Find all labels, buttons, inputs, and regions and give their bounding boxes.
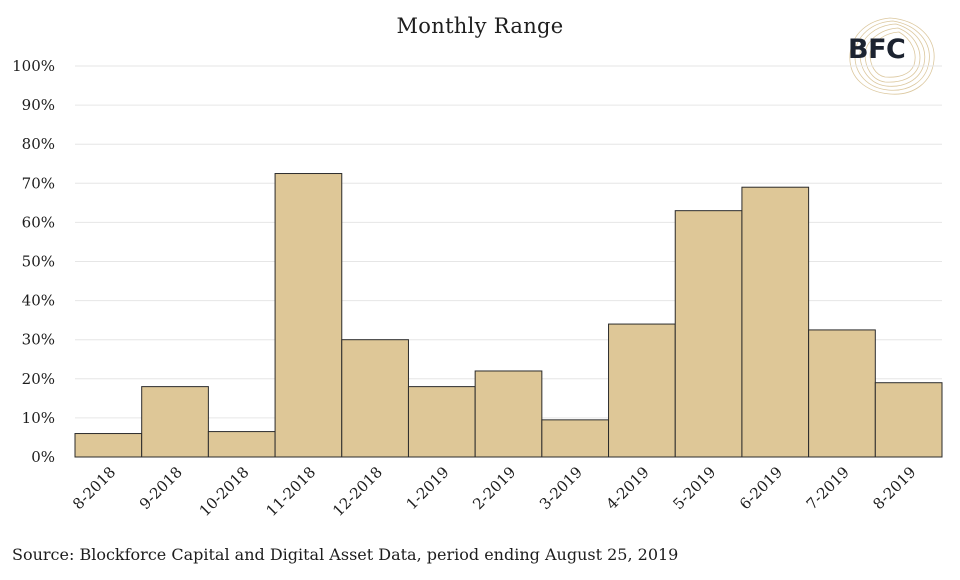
x-tick-label: 2-2019 bbox=[469, 463, 519, 513]
x-tick-label: 5-2019 bbox=[669, 463, 719, 513]
bar bbox=[341, 339, 409, 458]
chart-title: Monthly Range bbox=[396, 14, 564, 38]
bar bbox=[874, 382, 943, 458]
bar bbox=[74, 433, 143, 458]
bar bbox=[141, 386, 209, 458]
bar bbox=[207, 431, 276, 458]
bar bbox=[541, 419, 610, 458]
logo-swirl bbox=[849, 17, 935, 95]
x-tick-label: 10-2018 bbox=[196, 463, 253, 520]
y-tick-label: 10% bbox=[22, 409, 55, 427]
x-tick-label: 1-2019 bbox=[403, 463, 453, 513]
y-tick-label: 60% bbox=[22, 213, 55, 231]
y-tick-label: 20% bbox=[22, 370, 55, 388]
bar bbox=[474, 370, 543, 458]
y-tick-label: 80% bbox=[22, 135, 55, 153]
x-tick-label: 9-2018 bbox=[136, 463, 186, 513]
y-tick-label: 50% bbox=[22, 253, 55, 271]
bar bbox=[674, 210, 743, 458]
bar bbox=[407, 386, 476, 458]
y-tick-label: 70% bbox=[22, 174, 55, 192]
x-tick-label: 3-2019 bbox=[536, 463, 586, 513]
x-tick-label: 8-2019 bbox=[869, 463, 919, 513]
source-note: Source: Blockforce Capital and Digital A… bbox=[12, 545, 679, 564]
x-tick-label: 8-2018 bbox=[69, 463, 119, 513]
bar bbox=[608, 323, 676, 458]
y-tick-label: 30% bbox=[22, 331, 55, 349]
x-tick-label: 11-2018 bbox=[262, 463, 319, 520]
x-tick-label: 12-2018 bbox=[329, 463, 386, 520]
bar bbox=[274, 173, 343, 458]
bar bbox=[808, 329, 876, 458]
x-tick-label: 7-2019 bbox=[803, 463, 853, 513]
bfc-logo-icon: BFC bbox=[838, 12, 942, 100]
bar bbox=[741, 186, 810, 458]
x-tick-label: 6-2019 bbox=[736, 463, 786, 513]
logo-text: BFC bbox=[848, 34, 906, 65]
y-tick-label: 40% bbox=[22, 292, 55, 310]
y-tick-label: 100% bbox=[12, 57, 55, 75]
y-tick-label: 0% bbox=[31, 448, 55, 466]
y-tick-label: 90% bbox=[22, 96, 55, 114]
x-tick-label: 4-2019 bbox=[603, 463, 653, 513]
